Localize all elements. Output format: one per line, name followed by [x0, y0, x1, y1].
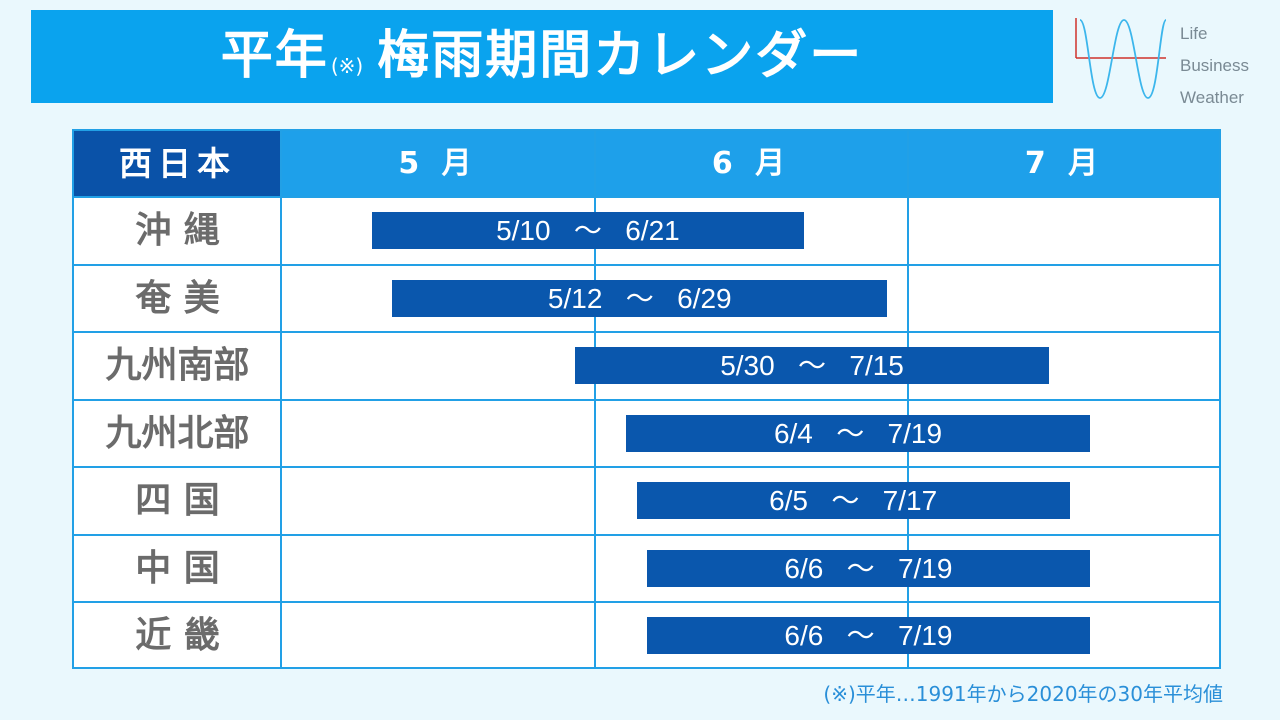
- region-label: 奄 美: [135, 277, 220, 319]
- grid-hline: [74, 533, 1219, 536]
- rainy-season-bar: 6/4 ～ 7/19: [626, 414, 1090, 452]
- grid-hline: [74, 601, 1219, 603]
- grid-hline: [74, 398, 1219, 401]
- logo-text: Life Business Weather: [1180, 18, 1249, 114]
- rainy-season-calendar: 西日本 5 月 6 月 7 月 沖 縄 5/10 ～ 6/21 奄 美 5/12 ～ …: [72, 129, 1221, 669]
- footnote: (※)平年…1991年から2020年の30年平均値: [823, 682, 1223, 706]
- wave-logo-icon: [1075, 18, 1167, 99]
- grid-hline: [74, 196, 1219, 198]
- title-main: 平年: [220, 26, 329, 86]
- rainy-season-bar: 6/5 ～ 7/17: [636, 482, 1070, 519]
- grid-hline: [74, 331, 1219, 333]
- logo: Life Business Weather: [1070, 10, 1270, 107]
- title-rest: 梅雨期間カレンダー: [377, 26, 864, 86]
- region-label: 中 国: [135, 547, 220, 589]
- rainy-season-bar: 5/10 ～ 6/21: [372, 212, 804, 249]
- region-label: 近 畿: [135, 615, 220, 656]
- rainy-season-bar: 6/6 ～ 7/19: [647, 617, 1090, 654]
- page-title: 平年 (※) 梅雨期間カレンダー: [31, 10, 1053, 103]
- region-label: 九州南部: [105, 345, 250, 386]
- title-note-mark: (※): [330, 54, 364, 78]
- header-row: 西日本 5 月 6 月 7 月: [74, 131, 1219, 197]
- region-group-header: 西日本: [74, 131, 281, 197]
- grid-hline: [74, 466, 1219, 468]
- region-label: 九州北部: [105, 412, 250, 454]
- logo-line-business: Business: [1180, 56, 1249, 75]
- region-label: 沖 縄: [135, 210, 220, 251]
- logo-line-weather: Weather: [1180, 88, 1244, 107]
- month-header-july: 7 月: [1024, 146, 1105, 181]
- rainy-season-bar: 5/12 ～ 6/29: [392, 279, 888, 317]
- rainy-season-bar: 6/6 ～ 7/19: [647, 549, 1090, 587]
- rainy-season-bar: 5/30 ～ 7/15: [574, 347, 1050, 384]
- region-label: 四 国: [135, 480, 220, 521]
- logo-line-life: Life: [1180, 24, 1208, 43]
- grid-hline: [74, 263, 1219, 266]
- month-header-may: 5 月: [398, 146, 478, 181]
- month-header-june: 6 月: [711, 146, 792, 181]
